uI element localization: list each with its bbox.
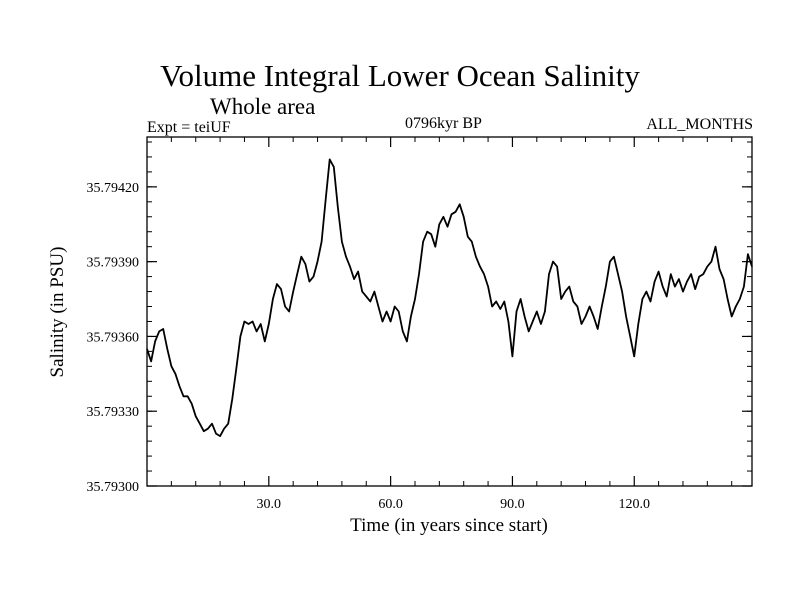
x-tick-label: 120.0 bbox=[618, 497, 650, 512]
chart-subtitle: Whole area bbox=[210, 94, 316, 119]
period-label: 0796kyr BP bbox=[405, 115, 482, 132]
y-tick-label: 35.79360 bbox=[87, 330, 140, 345]
x-tick-label: 30.0 bbox=[257, 497, 282, 512]
y-tick-label: 35.79300 bbox=[87, 480, 140, 495]
months-label: ALL_MONTHS bbox=[646, 116, 753, 133]
y-tick-label: 35.79330 bbox=[87, 405, 140, 420]
y-tick-label: 35.79390 bbox=[87, 256, 140, 271]
plot-frame bbox=[146, 136, 753, 487]
series-line-salinity bbox=[146, 158, 753, 438]
x-tick-label: 60.0 bbox=[378, 497, 403, 512]
y-tick-label: 35.79420 bbox=[87, 181, 140, 196]
x-tick-label: 90.0 bbox=[500, 497, 525, 512]
experiment-label: Expt = teiUF bbox=[147, 119, 231, 136]
chart-title: Volume Integral Lower Ocean Salinity bbox=[160, 58, 640, 93]
x-axis-label: Time (in years since start) bbox=[350, 515, 548, 536]
y-axis-label: Salinity (in PSU) bbox=[47, 247, 68, 378]
